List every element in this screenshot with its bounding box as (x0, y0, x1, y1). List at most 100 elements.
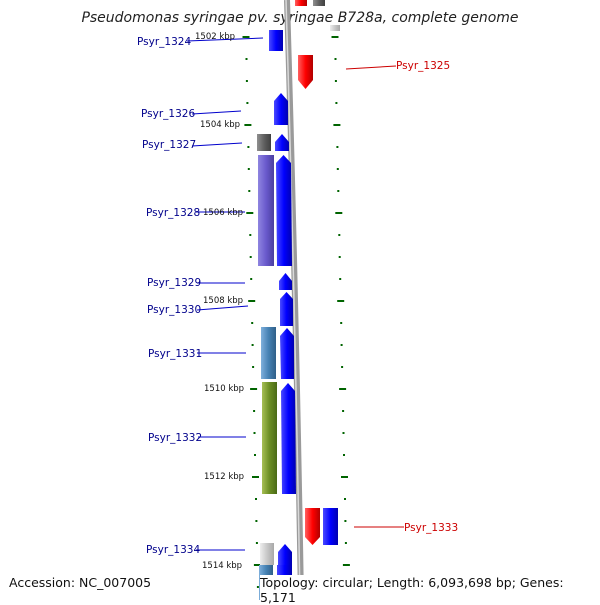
minor-tick (253, 432, 256, 434)
gene-label-psyr-1326[interactable]: Psyr_1326 (141, 108, 195, 120)
leader-psyr-1327 (191, 142, 243, 147)
gene-box-psyr-1332 (262, 382, 277, 494)
minor-tick (334, 80, 337, 82)
genome-summary-text: Topology: circular; Length: 6,093,698 bp… (260, 575, 600, 605)
accession-text: Accession: NC_007005 (9, 575, 154, 590)
minor-tick (255, 498, 257, 500)
scale-label: 1510 kbp (204, 384, 244, 394)
minor-tick (344, 520, 347, 522)
gene-box-psyr-1328 (258, 155, 274, 266)
minor-tick (340, 322, 343, 324)
gene-arrow-psyr-1334 (278, 544, 292, 565)
major-tick (339, 388, 347, 390)
minor-tick (342, 432, 345, 434)
minor-tick (253, 410, 256, 412)
leader-psyr-1325 (345, 65, 397, 70)
feature-top-gray (313, 0, 325, 6)
genome-backbone-highlight (285, 0, 301, 600)
gene-arrow-psyr-1325 (298, 55, 313, 89)
leader-psyr-1326 (191, 110, 242, 115)
gene-label-psyr-1327[interactable]: Psyr_1327 (142, 139, 196, 151)
minor-tick (334, 58, 337, 60)
gene-label-psyr-1334[interactable]: Psyr_1334 (146, 544, 200, 556)
gene-label-psyr-1331[interactable]: Psyr_1331 (148, 348, 202, 360)
major-tick (253, 564, 261, 566)
feature-top-red (295, 0, 307, 6)
major-tick (342, 564, 350, 566)
minor-tick (336, 146, 339, 148)
scale-label: 1512 kbp (204, 472, 244, 482)
gene-label-psyr-1330[interactable]: Psyr_1330 (147, 304, 201, 316)
minor-tick (247, 168, 250, 170)
minor-tick (246, 102, 249, 104)
major-tick (242, 36, 250, 38)
major-tick (335, 212, 343, 214)
gene-arrow-psyr-1332 (281, 383, 296, 494)
major-tick (244, 124, 252, 126)
minor-tick (338, 234, 341, 236)
minor-tick (245, 80, 248, 82)
major-tick (333, 124, 341, 126)
minor-tick (341, 366, 344, 368)
gene-arrow-psyr-1333 (305, 508, 320, 545)
gene-label-psyr-1329[interactable]: Psyr_1329 (147, 277, 201, 289)
leader-psyr-1324 (186, 37, 264, 42)
minor-tick (252, 366, 255, 368)
gene-arrow-psyr-1324 (269, 30, 283, 51)
gene-box-near-1333 (323, 508, 338, 545)
minor-tick (337, 190, 340, 192)
scale-label: 1514 kbp (202, 561, 242, 571)
gene-arrow-psyr-1326 (274, 93, 288, 125)
minor-tick (339, 278, 342, 280)
minor-tick (255, 542, 258, 544)
feature-top-light (330, 25, 340, 31)
major-tick (250, 388, 258, 390)
minor-tick (249, 234, 252, 236)
minor-tick (255, 520, 258, 522)
major-tick (252, 476, 259, 478)
scale-label: 1506 kbp (203, 208, 243, 218)
gene-box-psyr-1331 (261, 327, 276, 379)
genome-backbone (284, 0, 304, 600)
minor-tick (344, 498, 346, 500)
minor-tick (335, 102, 338, 104)
scale-label: 1502 kbp (195, 32, 235, 42)
major-tick (248, 300, 256, 302)
minor-tick (344, 542, 347, 544)
gene-label-psyr-1333[interactable]: Psyr_1333 (404, 522, 458, 534)
minor-tick (250, 278, 253, 280)
minor-tick (251, 322, 254, 324)
major-tick (337, 300, 345, 302)
minor-tick (249, 256, 252, 258)
gene-arrow-psyr-1327 (275, 134, 289, 151)
map-title: Pseudomonas syringae pv. syringae B728a,… (81, 10, 519, 26)
gene-label-psyr-1332[interactable]: Psyr_1332 (148, 432, 202, 444)
major-tick (331, 36, 339, 38)
gene-arrow-psyr-1330 (280, 292, 293, 326)
gene-label-psyr-1325[interactable]: Psyr_1325 (396, 60, 450, 72)
minor-tick (343, 454, 345, 456)
minor-tick (336, 168, 339, 170)
minor-tick (247, 146, 250, 148)
minor-tick (342, 410, 345, 412)
minor-tick (338, 256, 341, 258)
minor-tick (340, 344, 343, 346)
minor-tick (248, 190, 251, 192)
scale-label: 1504 kbp (200, 120, 240, 130)
leader-psyr-1330 (196, 305, 249, 311)
major-tick (246, 212, 254, 214)
gene-label-psyr-1324[interactable]: Psyr_1324 (137, 36, 191, 48)
gene-label-psyr-1328[interactable]: Psyr_1328 (146, 207, 200, 219)
minor-tick (251, 344, 254, 346)
gene-arrow-psyr-1328 (276, 155, 292, 266)
tick-marks (242, 36, 350, 588)
minor-tick (245, 58, 248, 60)
scale-label: 1508 kbp (203, 296, 243, 306)
gene-arrow-psyr-1331 (280, 328, 294, 379)
major-tick (341, 476, 348, 478)
minor-tick (254, 454, 256, 456)
gene-box-psyr-1327 (257, 134, 271, 151)
gene-arrow-psyr-1329 (279, 273, 292, 290)
gene-box-psyr-1334 (260, 543, 274, 565)
minor-tick (256, 586, 259, 588)
